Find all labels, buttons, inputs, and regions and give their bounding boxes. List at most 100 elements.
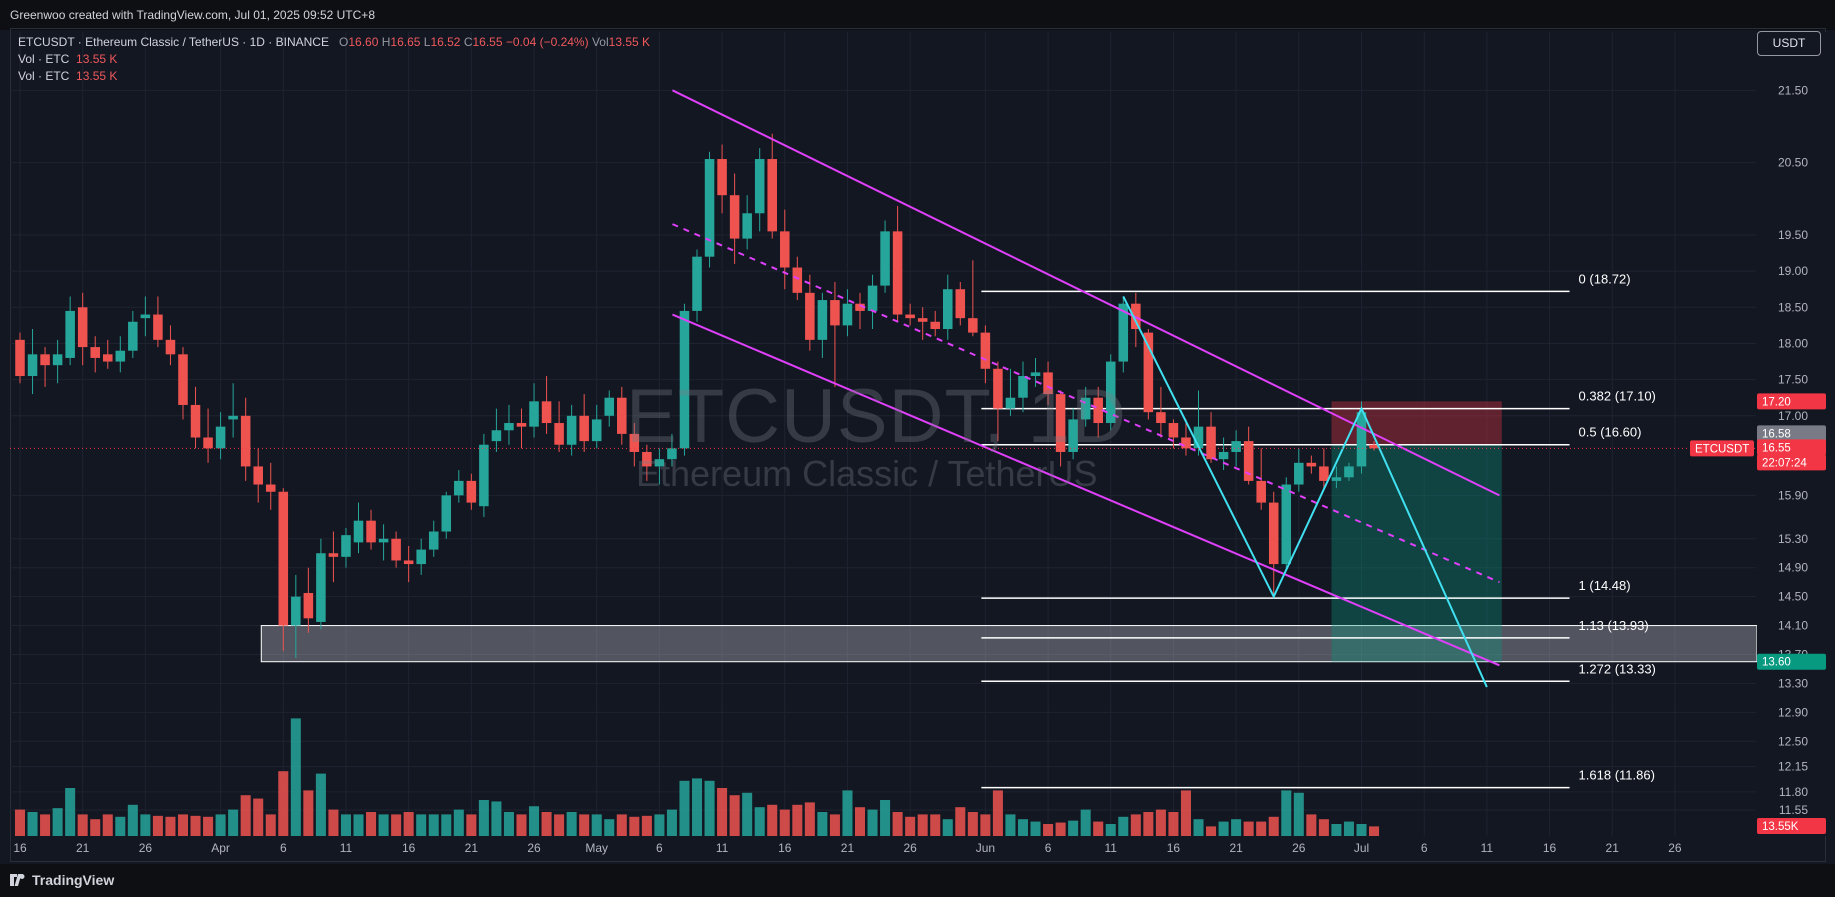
candle-body [1005, 397, 1016, 409]
volume-bar [1043, 824, 1054, 836]
volume-bar [1369, 826, 1380, 836]
candle-body [403, 560, 414, 565]
vol-label: Vol [591, 35, 609, 49]
volume-bar [40, 814, 51, 836]
candle-body [554, 423, 564, 445]
y-tick-label: 18.00 [1778, 336, 1808, 350]
candle-body [1055, 394, 1066, 452]
price-label-volume [1757, 818, 1826, 834]
volume-bar [177, 814, 188, 836]
volume-bar [278, 771, 289, 836]
fib-level-label: 0.5 (16.60) [1579, 425, 1642, 440]
volume-bar [1017, 819, 1028, 836]
candle-body [27, 354, 38, 377]
candle-body [454, 480, 464, 496]
candle-body [1331, 477, 1342, 481]
time-axis[interactable]: 16 21 26 Apr 6 11 16 21 26 May 6 11 16 21 26 Jun 6 11 16 21… [13, 841, 1682, 855]
volume-bar [1293, 792, 1304, 836]
volume-bar [115, 816, 126, 836]
volume-bar [1093, 821, 1104, 836]
ohlc-row: ETCUSDT · Ethereum Classic / TetherUS · … [18, 34, 650, 51]
open-label: O [339, 35, 349, 49]
y-tick-label: 11.80 [1779, 785, 1808, 799]
candle-body [1281, 484, 1292, 565]
candle-body [52, 354, 63, 366]
volume-bar [27, 812, 38, 836]
volume-bar [240, 795, 251, 836]
volume-bar [1180, 790, 1191, 836]
x-tick-label: 16 [402, 841, 416, 855]
volume-indicator-row[interactable]: Vol · ETC 13.55 K [18, 51, 650, 68]
candle-body [1206, 426, 1216, 460]
volume-bar [127, 804, 138, 836]
candle-body [491, 430, 502, 442]
volume-bar [378, 814, 389, 836]
price-label-entry-text: 16.58 [1762, 428, 1791, 440]
volume-bar [880, 800, 891, 836]
x-tick-label: 21 [465, 841, 479, 855]
volume-bar [102, 814, 113, 836]
candles [15, 133, 1379, 659]
x-tick-label: 11 [1105, 841, 1118, 855]
candle-body [617, 397, 627, 434]
candle-body [291, 596, 301, 626]
volume-bar [654, 814, 665, 836]
volume-bar [1268, 816, 1279, 836]
candle-body [203, 437, 213, 449]
candle-body [153, 314, 163, 340]
candle-body [541, 401, 552, 424]
y-tick-label: 12.15 [1778, 760, 1808, 774]
volume-bar [892, 812, 903, 836]
header-credit: Greenwoo created with TradingView.com, J… [0, 0, 1835, 30]
price-label-last-text: 16.55 [1762, 442, 1791, 454]
price-label-target [1757, 653, 1826, 670]
candle-body [1118, 303, 1129, 362]
volume-bar [529, 806, 540, 836]
candle-body [993, 368, 1003, 409]
volume-bar [328, 809, 339, 836]
candle-body [817, 300, 828, 340]
volume-bar [1168, 812, 1179, 836]
volume-bar [704, 780, 715, 836]
x-tick-label: 26 [903, 841, 917, 855]
candle-body [1156, 412, 1166, 424]
y-tick-label: 14.10 [1778, 619, 1808, 633]
tradingview-logo[interactable]: TradingView [10, 872, 114, 888]
y-tick-label: 20.50 [1778, 156, 1808, 170]
volume-bar [1356, 824, 1367, 836]
volume-indicator-row[interactable]: Vol · ETC 13.55 K [18, 68, 650, 85]
high-value: 16.65 [390, 35, 421, 49]
candle-body [516, 423, 527, 427]
candle-body [115, 350, 126, 362]
fib-level-label: 1.618 (11.86) [1579, 768, 1655, 783]
candle-body [416, 549, 426, 565]
currency-button[interactable]: USDT [1757, 31, 1821, 56]
candle-body [102, 354, 113, 362]
volume-bar [854, 807, 866, 836]
volume-bar [77, 814, 88, 836]
candle-body [1243, 441, 1254, 481]
candle-body [604, 397, 615, 416]
candle-body [278, 491, 289, 626]
volume-bar [767, 804, 778, 836]
y-tick-label: 12.50 [1778, 734, 1808, 748]
vol-value: 13.55 K [608, 35, 651, 49]
candle-body [855, 303, 865, 311]
candle-body [1256, 480, 1266, 503]
volume-bar [90, 819, 101, 836]
volume-bar [503, 812, 514, 836]
candle-body [1168, 423, 1179, 438]
watermark-symbol: ETCUSDT, 1D [626, 374, 1127, 459]
symbol-line[interactable]: ETCUSDT · Ethereum Classic / TetherUS · … [18, 35, 329, 49]
close-value: 16.55 [472, 35, 503, 49]
volume-bar [366, 812, 377, 836]
volume-bar [303, 790, 314, 836]
x-tick-label: 21 [1229, 841, 1243, 855]
candle-body [441, 495, 452, 532]
volume-bar [692, 778, 703, 836]
x-tick-label: 26 [1292, 841, 1306, 855]
x-tick-label: 16 [1167, 841, 1181, 855]
volume-bar [1206, 826, 1217, 836]
fib-level-label: 0 (18.72) [1579, 271, 1631, 286]
